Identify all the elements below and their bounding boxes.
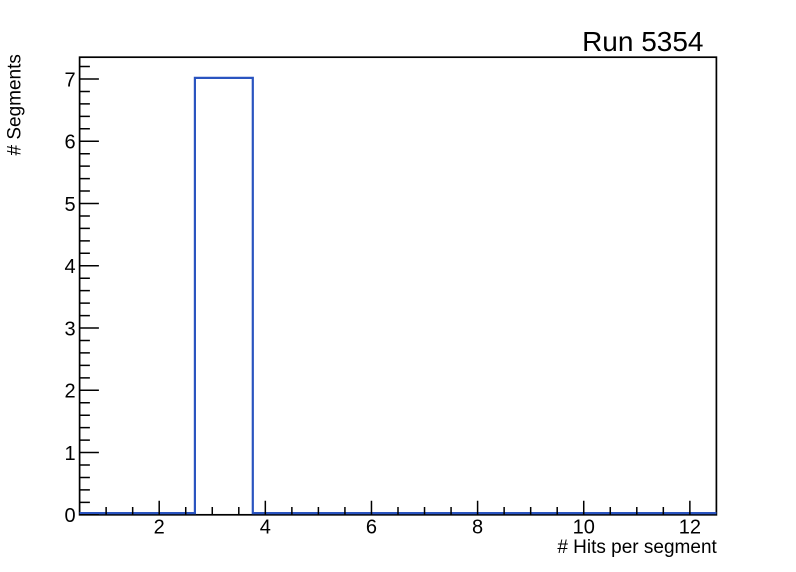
svg-text:4: 4 [64, 256, 75, 278]
svg-text:6: 6 [366, 517, 377, 539]
svg-text:2: 2 [154, 517, 165, 539]
svg-text:4: 4 [260, 517, 271, 539]
svg-text:5: 5 [64, 194, 75, 216]
svg-text:8: 8 [472, 517, 483, 539]
svg-text:1: 1 [64, 443, 75, 465]
svg-text:6: 6 [64, 132, 75, 154]
svg-text:7: 7 [64, 69, 75, 91]
svg-text:0: 0 [64, 505, 75, 527]
svg-text:10: 10 [573, 517, 595, 539]
svg-text:# Segments: # Segments [4, 54, 25, 155]
svg-text:Run 5354: Run 5354 [582, 26, 703, 57]
svg-text:# Hits per segment: # Hits per segment [557, 537, 717, 558]
svg-text:12: 12 [679, 517, 701, 539]
svg-text:2: 2 [64, 381, 75, 403]
svg-text:3: 3 [64, 318, 75, 340]
